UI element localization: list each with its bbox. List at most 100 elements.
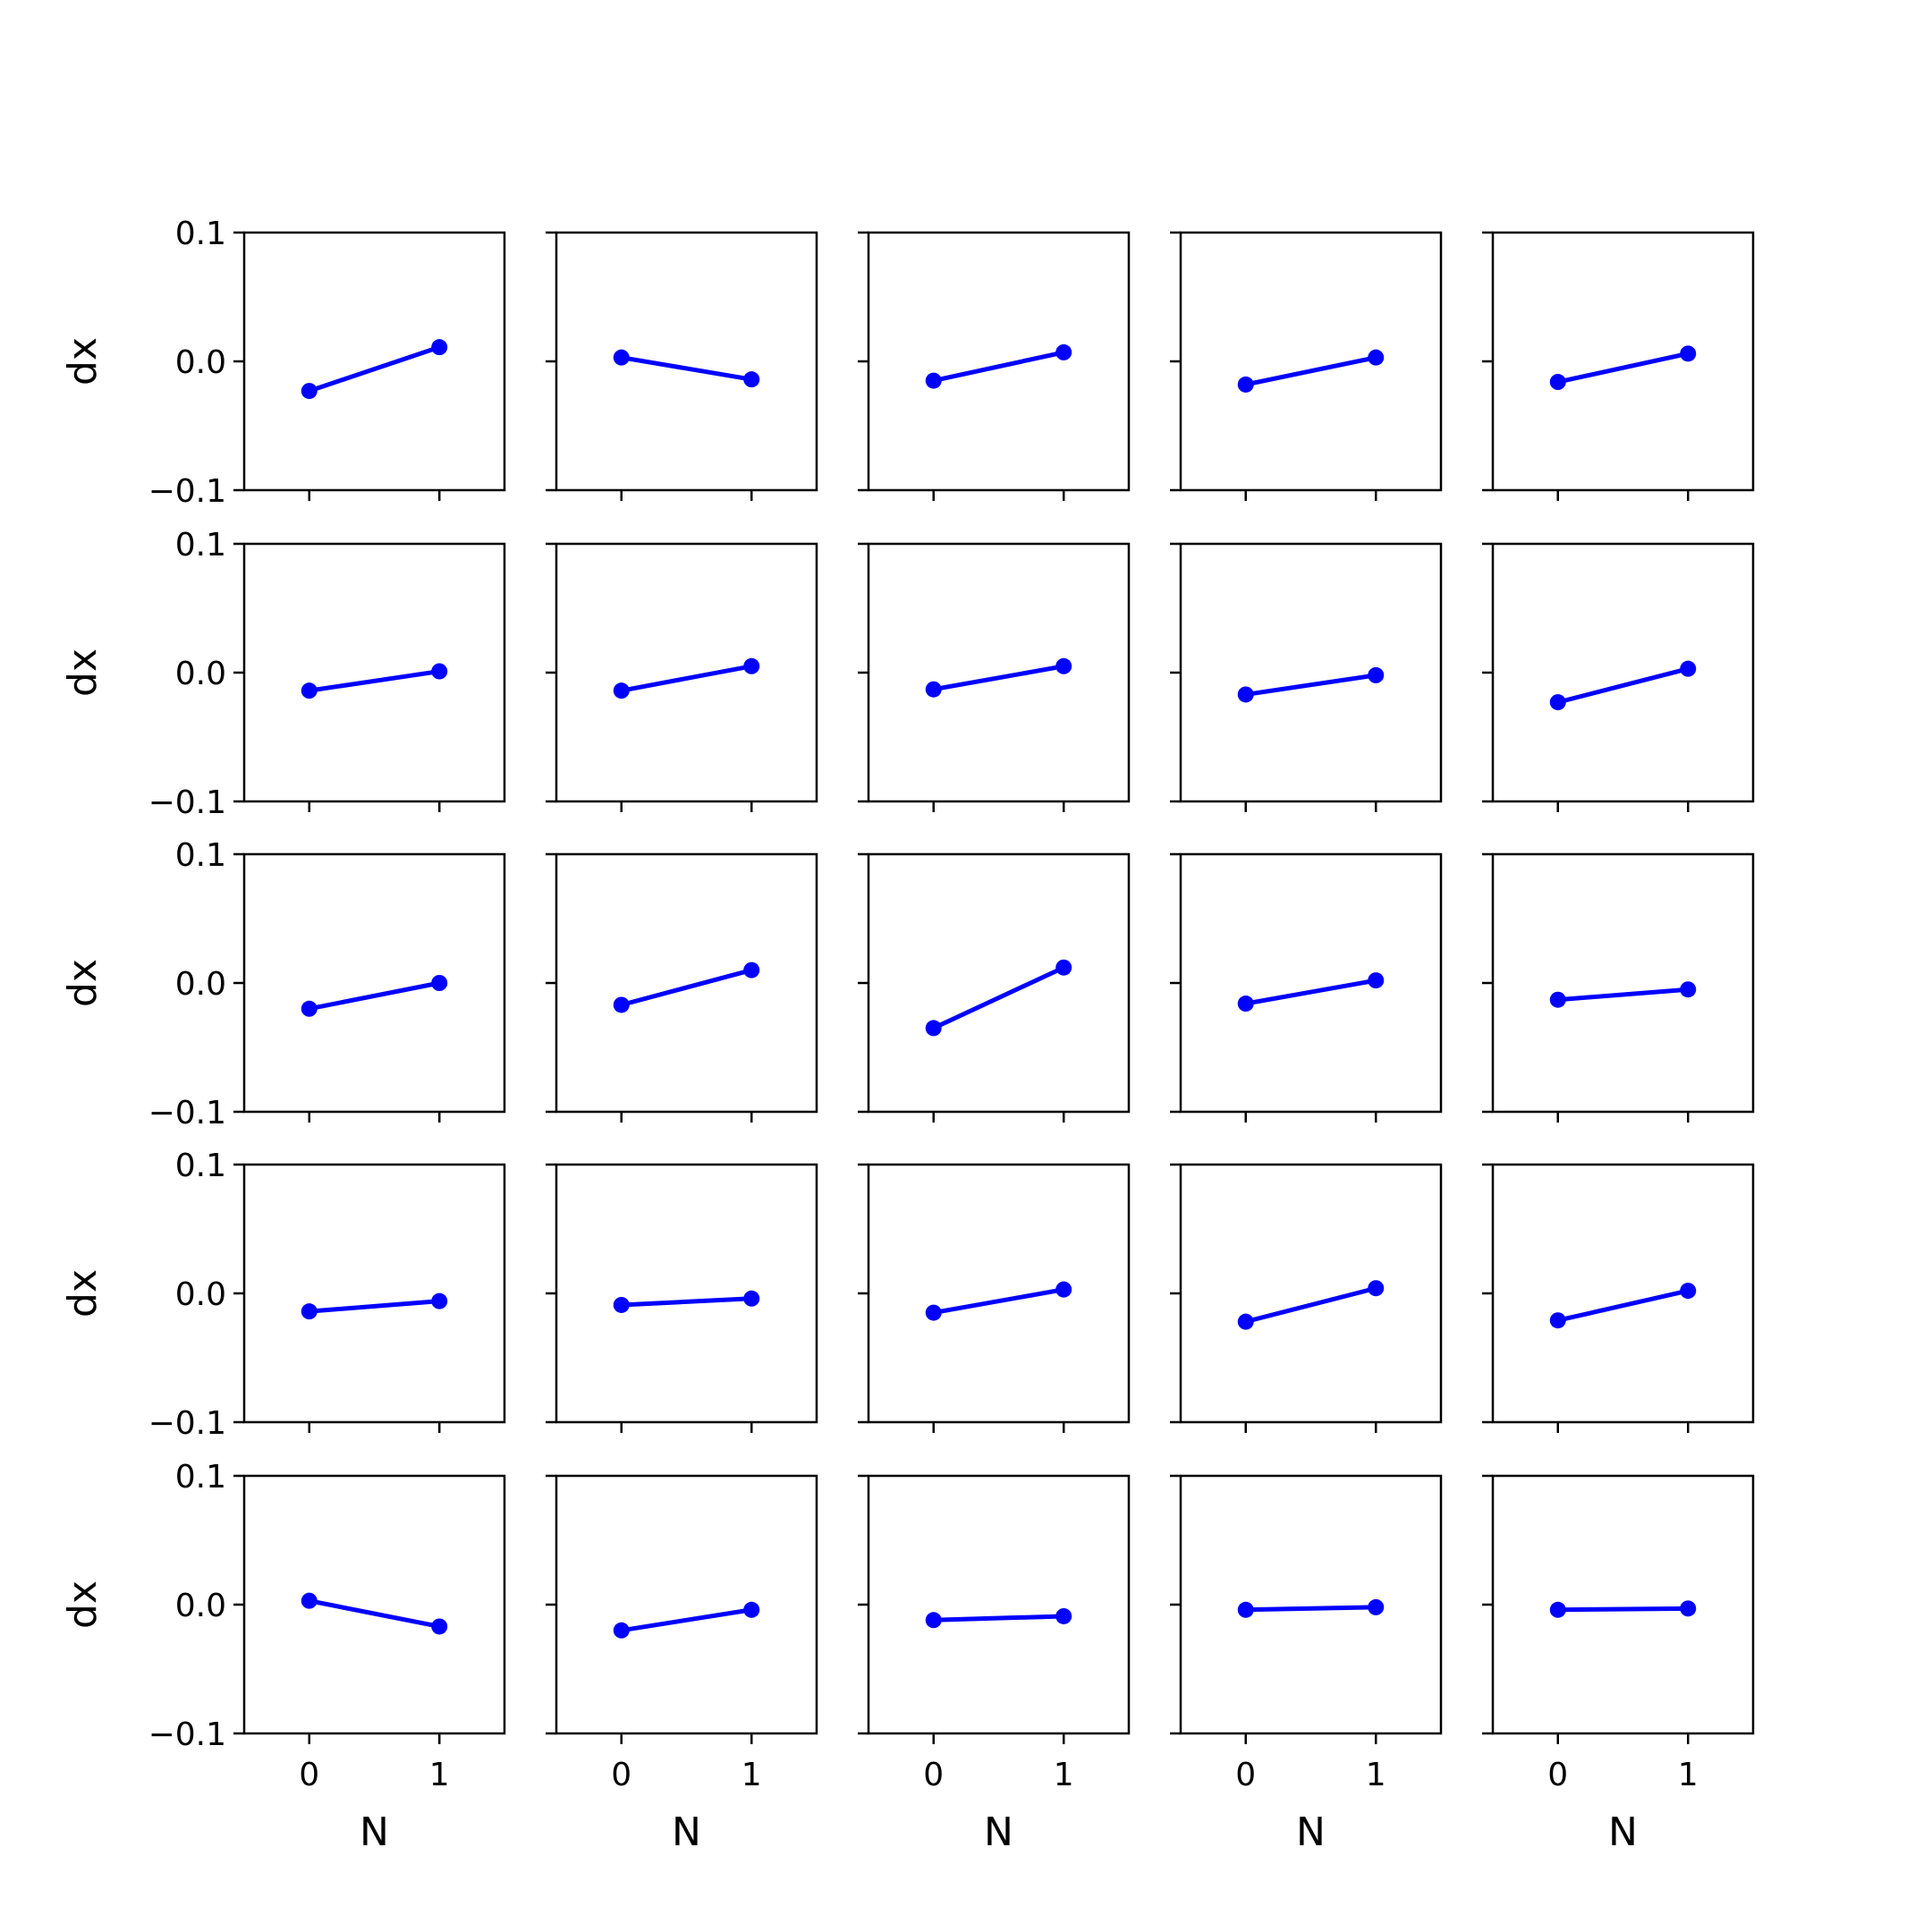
data-point xyxy=(301,682,318,699)
y-tick-label: 0.1 xyxy=(175,527,226,564)
x-tick-label: 1 xyxy=(1366,1757,1386,1793)
series-line xyxy=(1555,1288,1690,1323)
data-point xyxy=(1237,376,1254,393)
data-point xyxy=(1680,660,1697,677)
axes-frame xyxy=(555,542,818,803)
data-point xyxy=(1680,1600,1697,1617)
axes-frame xyxy=(1491,852,1755,1114)
data-point xyxy=(301,1592,318,1609)
axes-frame xyxy=(242,1474,506,1735)
panel-3-1: −0.1 0.0 0.1 dx xyxy=(60,837,506,1131)
axes-frame xyxy=(867,231,1131,492)
x-tick-label: 0 xyxy=(299,1757,319,1793)
axes-frame xyxy=(867,852,1131,1114)
y-tick-label: 0.0 xyxy=(175,344,226,381)
series-line xyxy=(1243,1605,1378,1613)
axes-frame xyxy=(867,1474,1131,1735)
panel-5-1: −0.1 0.0 0.1 0 1 dx N xyxy=(60,1459,506,1855)
data-point xyxy=(613,349,630,366)
y-axis-label: dx xyxy=(60,337,106,386)
series-line xyxy=(307,669,442,693)
series-line xyxy=(619,968,754,1007)
data-point xyxy=(431,663,448,680)
data-point xyxy=(301,383,318,400)
data-point xyxy=(1055,343,1072,360)
panel-4-2 xyxy=(546,1163,818,1433)
series-line xyxy=(1555,666,1690,705)
axes-frame xyxy=(555,1163,818,1424)
panel-1-2 xyxy=(546,231,818,501)
axes-frame xyxy=(555,852,818,1114)
y-tick-label: −0.1 xyxy=(148,1716,226,1753)
data-point xyxy=(1680,1283,1697,1300)
series-line xyxy=(1243,673,1378,697)
x-tick-label: 0 xyxy=(923,1757,944,1793)
series-line xyxy=(619,355,754,382)
axes-frame xyxy=(555,231,818,492)
y-tick-label: 0.1 xyxy=(175,837,226,874)
data-point xyxy=(1055,959,1072,976)
axes-frame xyxy=(1179,1474,1443,1735)
data-point xyxy=(1368,666,1385,683)
data-point xyxy=(1237,686,1254,703)
data-point xyxy=(1368,349,1385,366)
x-tick-label: 0 xyxy=(1547,1757,1568,1793)
data-point xyxy=(925,681,942,698)
y-tick-label: −0.1 xyxy=(148,1095,226,1131)
panel-5-5: 0 1 N xyxy=(1482,1474,1755,1855)
data-point xyxy=(1368,1598,1385,1615)
data-point xyxy=(1680,981,1697,998)
panel-1-4 xyxy=(1170,231,1443,501)
data-point xyxy=(1368,972,1385,989)
y-tick-label: 0.1 xyxy=(175,1148,226,1184)
axes-frame xyxy=(1179,852,1443,1114)
series-line xyxy=(931,965,1066,1030)
x-axis-label: N xyxy=(360,1809,389,1855)
series-line xyxy=(307,344,442,394)
x-tick-label: 1 xyxy=(1678,1757,1699,1793)
y-tick-label: 0.0 xyxy=(175,1588,226,1624)
series-line xyxy=(619,1607,754,1633)
y-tick-label: −0.1 xyxy=(148,473,226,510)
data-point xyxy=(1549,694,1566,711)
axes-frame xyxy=(1491,542,1755,803)
y-tick-label: 0.1 xyxy=(175,1459,226,1496)
data-point xyxy=(1549,1312,1566,1329)
data-point xyxy=(925,1304,942,1321)
axes-frame xyxy=(1179,542,1443,803)
panel-2-2 xyxy=(546,542,818,812)
data-point xyxy=(1055,1281,1072,1298)
axes-frame xyxy=(1491,1163,1755,1424)
x-tick-label: 0 xyxy=(611,1757,631,1793)
data-point xyxy=(301,1000,318,1017)
axes-frame xyxy=(1491,1474,1755,1735)
data-point xyxy=(1055,657,1072,674)
panel-2-1: −0.1 0.0 0.1 dx xyxy=(60,527,506,821)
series-line xyxy=(1555,987,1690,1003)
panel-4-4 xyxy=(1170,1163,1443,1433)
data-point xyxy=(431,339,448,356)
series-line xyxy=(931,350,1066,384)
panel-3-3 xyxy=(858,852,1131,1123)
data-point xyxy=(1549,991,1566,1008)
x-tick-label: 1 xyxy=(741,1757,762,1793)
x-tick-label: 0 xyxy=(1235,1757,1256,1793)
data-point xyxy=(431,1618,448,1635)
data-point xyxy=(1055,1607,1072,1624)
data-point xyxy=(1237,1601,1254,1618)
axes-frame xyxy=(1179,1163,1443,1424)
panel-5-3: 0 1 N xyxy=(858,1474,1131,1855)
series-line xyxy=(619,664,754,693)
x-tick-label: 1 xyxy=(1054,1757,1074,1793)
series-line xyxy=(307,1299,442,1314)
axes-frame xyxy=(867,542,1131,803)
series-line xyxy=(1243,1285,1378,1325)
data-point xyxy=(925,1612,942,1629)
panel-4-5 xyxy=(1482,1163,1755,1433)
data-point xyxy=(925,1020,942,1037)
data-point xyxy=(431,1292,448,1309)
axes-frame xyxy=(242,1163,506,1424)
x-axis-label: N xyxy=(984,1809,1013,1855)
x-axis-label: N xyxy=(672,1809,701,1855)
